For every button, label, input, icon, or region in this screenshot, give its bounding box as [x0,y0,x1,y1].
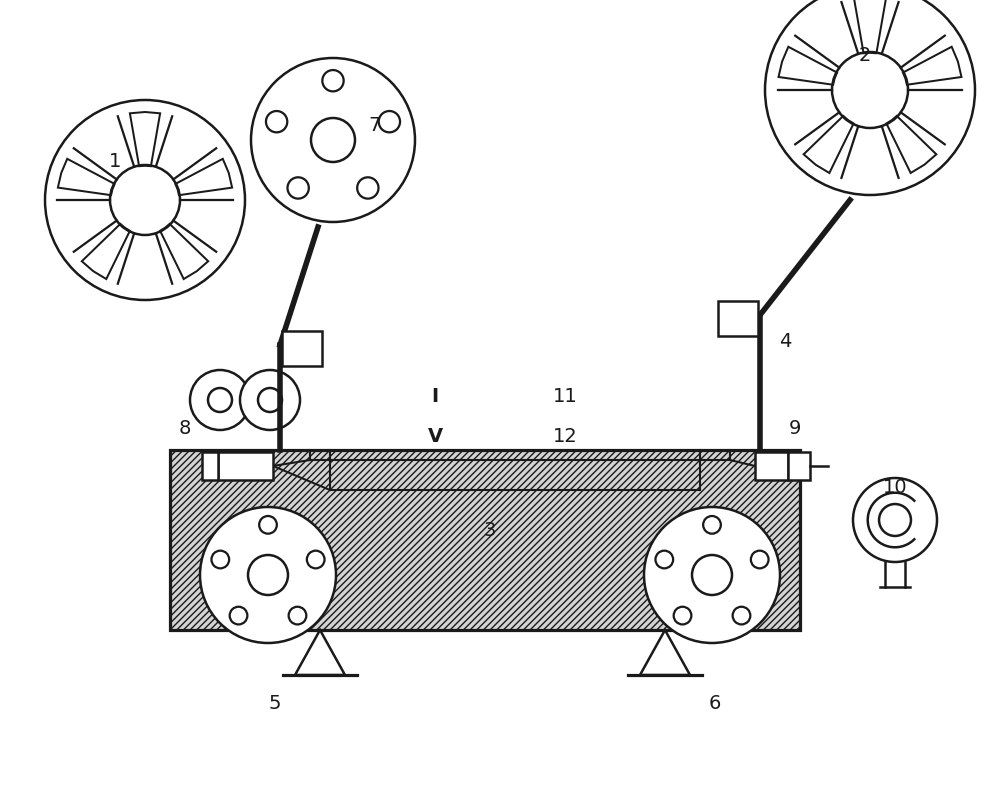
Circle shape [311,118,355,162]
Text: 1: 1 [109,152,121,171]
Circle shape [751,551,769,568]
Circle shape [644,507,780,643]
Text: 12: 12 [553,427,577,446]
Circle shape [251,58,415,222]
Circle shape [307,551,325,568]
Bar [718,300,758,336]
Text: V: V [427,427,443,446]
Text: 10: 10 [883,478,907,497]
Circle shape [211,551,229,568]
Text: 6: 6 [709,694,721,713]
Circle shape [853,478,937,562]
Polygon shape [295,630,345,675]
Circle shape [703,516,721,534]
Circle shape [259,516,277,534]
Bar [788,452,810,480]
Circle shape [322,70,344,91]
Text: I: I [431,387,439,406]
Circle shape [733,607,750,624]
Circle shape [692,555,732,595]
Circle shape [289,607,306,624]
Bar [282,330,322,365]
Bar [202,452,218,480]
Text: 7: 7 [369,116,381,135]
Circle shape [287,178,309,199]
Text: 5: 5 [269,694,281,713]
Circle shape [258,388,282,412]
Text: 9: 9 [789,419,801,438]
Text: 4: 4 [779,332,791,351]
Circle shape [357,178,379,199]
Circle shape [379,111,400,132]
Circle shape [655,551,673,568]
Bar [218,452,273,480]
Circle shape [674,607,691,624]
Bar [755,452,788,480]
Circle shape [248,555,288,595]
Circle shape [266,111,287,132]
Bar [170,450,800,630]
Polygon shape [640,630,690,675]
Circle shape [208,388,232,412]
Circle shape [190,370,250,430]
Text: 3: 3 [484,521,496,540]
Circle shape [240,370,300,430]
Text: 2: 2 [859,46,871,64]
Circle shape [200,507,336,643]
Text: 11: 11 [553,387,577,406]
Circle shape [879,504,911,536]
Circle shape [230,607,247,624]
Text: 8: 8 [179,419,191,438]
